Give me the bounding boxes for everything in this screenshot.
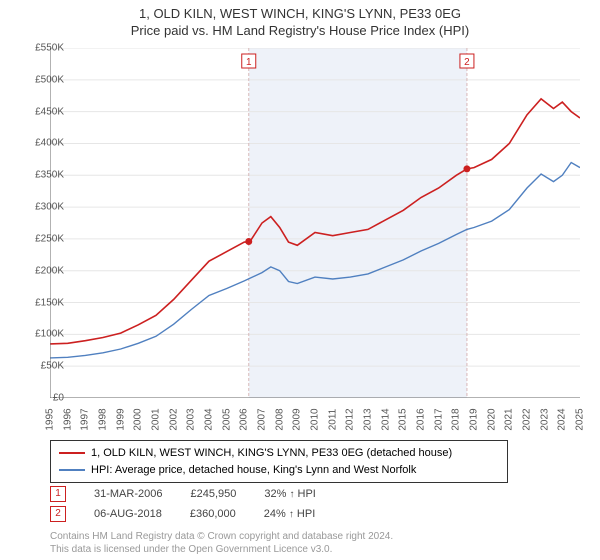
x-tick-label: 2023 xyxy=(539,408,550,430)
x-tick-label: 2005 xyxy=(221,408,232,430)
x-tick-label: 2009 xyxy=(292,408,303,430)
y-tick-label: £100K xyxy=(35,329,64,340)
sale-row-1: 1 31-MAR-2006 £245,950 32% ↑ HPI xyxy=(50,486,316,502)
x-tick-label: 2020 xyxy=(486,408,497,430)
x-tick-label: 2024 xyxy=(557,408,568,430)
x-tick-label: 2008 xyxy=(274,408,285,430)
x-tick-label: 2025 xyxy=(575,408,586,430)
sale-badge-1: 1 xyxy=(50,486,66,502)
y-tick-label: £50K xyxy=(41,361,64,372)
x-tick-label: 2000 xyxy=(133,408,144,430)
legend: 1, OLD KILN, WEST WINCH, KING'S LYNN, PE… xyxy=(50,440,508,483)
y-tick-label: £350K xyxy=(35,170,64,181)
sale-pct-2: 24% ↑ HPI xyxy=(264,508,316,520)
chart-area: 12 xyxy=(50,48,580,398)
x-tick-label: 2006 xyxy=(239,408,250,430)
footer: Contains HM Land Registry data © Crown c… xyxy=(50,530,393,556)
x-tick-label: 2019 xyxy=(469,408,480,430)
x-tick-label: 2018 xyxy=(451,408,462,430)
y-tick-label: £300K xyxy=(35,202,64,213)
y-tick-label: £150K xyxy=(35,297,64,308)
x-tick-label: 2010 xyxy=(310,408,321,430)
legend-row-0: 1, OLD KILN, WEST WINCH, KING'S LYNN, PE… xyxy=(59,445,499,462)
plot-svg: 12 xyxy=(50,48,580,398)
chart-container: 1, OLD KILN, WEST WINCH, KING'S LYNN, PE… xyxy=(0,0,600,560)
x-tick-label: 2022 xyxy=(522,408,533,430)
legend-label-1: HPI: Average price, detached house, King… xyxy=(91,462,416,479)
svg-text:2: 2 xyxy=(464,57,470,68)
y-tick-label: £250K xyxy=(35,233,64,244)
legend-label-0: 1, OLD KILN, WEST WINCH, KING'S LYNN, PE… xyxy=(91,445,452,462)
sale-date-1: 31-MAR-2006 xyxy=(94,488,162,500)
title-line-1: 1, OLD KILN, WEST WINCH, KING'S LYNN, PE… xyxy=(0,6,600,21)
y-tick-label: £400K xyxy=(35,138,64,149)
x-tick-label: 2013 xyxy=(363,408,374,430)
x-tick-label: 1997 xyxy=(80,408,91,430)
titles: 1, OLD KILN, WEST WINCH, KING'S LYNN, PE… xyxy=(0,0,600,38)
up-arrow-icon: ↑ xyxy=(289,489,294,500)
x-tick-label: 1998 xyxy=(98,408,109,430)
x-tick-label: 2004 xyxy=(204,408,215,430)
x-tick-label: 2012 xyxy=(345,408,356,430)
footer-line-2: This data is licensed under the Open Gov… xyxy=(50,543,393,556)
sale-pct-1: 32% ↑ HPI xyxy=(264,488,316,500)
title-line-2: Price paid vs. HM Land Registry's House … xyxy=(0,23,600,38)
legend-swatch-0 xyxy=(59,452,85,454)
sale-price-1: £245,950 xyxy=(190,488,236,500)
y-tick-label: £550K xyxy=(35,43,64,54)
x-tick-label: 2002 xyxy=(168,408,179,430)
y-tick-label: £500K xyxy=(35,74,64,85)
legend-swatch-1 xyxy=(59,469,85,471)
sale-row-2: 2 06-AUG-2018 £360,000 24% ↑ HPI xyxy=(50,506,315,522)
sale-date-2: 06-AUG-2018 xyxy=(94,508,162,520)
x-tick-label: 2014 xyxy=(380,408,391,430)
x-tick-label: 1999 xyxy=(115,408,126,430)
y-tick-label: £0 xyxy=(53,393,64,404)
y-tick-label: £450K xyxy=(35,106,64,117)
y-tick-label: £200K xyxy=(35,265,64,276)
x-tick-label: 2007 xyxy=(257,408,268,430)
x-tick-label: 2016 xyxy=(416,408,427,430)
x-tick-label: 2011 xyxy=(327,409,338,431)
legend-row-1: HPI: Average price, detached house, King… xyxy=(59,462,499,479)
x-tick-label: 2015 xyxy=(398,408,409,430)
sale-price-2: £360,000 xyxy=(190,508,236,520)
x-tick-label: 2001 xyxy=(151,408,162,430)
x-tick-label: 1995 xyxy=(45,408,56,430)
x-tick-label: 2017 xyxy=(433,408,444,430)
svg-text:1: 1 xyxy=(246,57,252,68)
sale-badge-2: 2 xyxy=(50,506,66,522)
up-arrow-icon: ↑ xyxy=(289,509,294,520)
x-tick-label: 2021 xyxy=(504,408,515,430)
x-tick-label: 1996 xyxy=(62,408,73,430)
x-tick-label: 2003 xyxy=(186,408,197,430)
footer-line-1: Contains HM Land Registry data © Crown c… xyxy=(50,530,393,543)
